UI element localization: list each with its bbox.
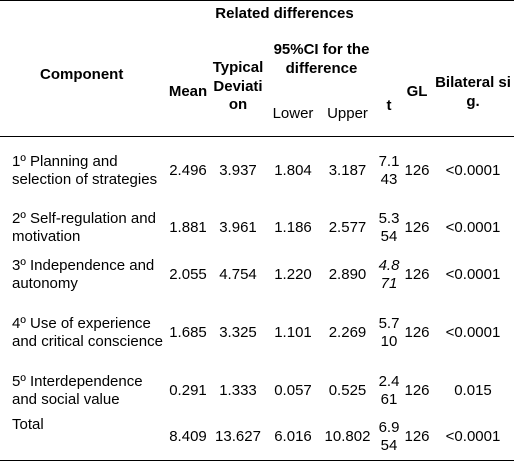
gl-cell: 126 [404,219,430,237]
bilateral-sig-header: Bilateral sig. [435,74,511,110]
component-header: Component [40,66,124,84]
sig-cell: <0.0001 [445,428,501,446]
sd-cell: 4.754 [219,266,257,284]
upper-cell: 3.187 [328,161,367,179]
mean-cell: 8.409 [169,428,207,446]
component-cell: 3º Independence and autonomy [12,257,155,293]
upper-cell: 2.269 [328,324,367,342]
lower-cell: 1.186 [274,219,312,237]
sd-cell: 3.325 [219,324,257,342]
component-cell: 1º Planning and selection of strategies [12,152,158,188]
gl-cell: 126 [404,324,430,342]
gl-header: GL [406,83,428,101]
typical-deviation-header: Typical Deviation [212,59,264,113]
component-cell: 4º Use of experience and critical consci… [12,314,163,351]
t-cell: 6.954 [378,418,400,455]
table-row: 3º Independence and autonomy 2.055 4.754… [0,252,514,299]
mean-cell: 1.685 [169,324,207,342]
table-row: Total 8.409 13.627 6.016 10.802 6.954 12… [0,414,514,461]
sig-cell: <0.0001 [445,324,501,342]
upper-cell: 0.525 [328,381,367,399]
sd-cell: 13.627 [215,428,261,446]
table-row: 2º Self-regulation and motivation 1.881 … [0,205,514,252]
sd-cell: 3.937 [219,161,257,179]
component-cell: Total [12,416,44,434]
component-cell: 2º Self-regulation and motivation [12,210,156,246]
upper-cell: 2.577 [328,219,367,237]
mean-cell: 2.055 [169,266,207,284]
related-differences-header: Related differences [215,5,354,23]
t-cell: 5.710 [378,314,400,351]
table-row: 1º Planning and selection of strategies … [0,137,514,205]
mean-cell: 1.881 [169,219,207,237]
lower-cell: 1.101 [274,324,312,342]
sd-cell: 3.961 [219,219,257,237]
t-cell: 4.871 [378,257,400,293]
table-row: 4º Use of experience and critical consci… [0,299,514,367]
upper-cell: 10.802 [324,428,371,446]
mean-header: Mean [168,82,208,100]
t-header: t [386,96,392,114]
sig-cell: <0.0001 [445,266,501,284]
gl-cell: 126 [404,381,430,399]
t-cell: 7.143 [378,152,400,188]
t-cell: 5.354 [378,210,400,246]
lower-cell: 1.804 [274,161,312,179]
sig-cell: <0.0001 [445,219,501,237]
gl-cell: 126 [404,428,430,446]
lower-cell: 6.016 [274,428,312,446]
t-cell: 2.461 [378,372,400,408]
upper-cell: 2.890 [328,266,367,284]
ci-header: 95%CI for the difference [273,41,370,77]
mean-cell: 2.496 [169,161,207,179]
gl-cell: 126 [404,266,430,284]
table-row: 5º Interdependence and social value 0.29… [0,367,514,414]
lower-header: Lower [272,104,314,122]
upper-header: Upper [327,104,368,122]
sig-cell: <0.0001 [445,161,501,179]
lower-cell: 0.057 [274,381,312,399]
mean-cell: 0.291 [169,381,207,399]
sig-cell: 0.015 [454,381,492,399]
gl-cell: 126 [404,161,430,179]
lower-cell: 1.220 [274,266,312,284]
component-cell: 5º Interdependence and social value [12,372,143,408]
sd-cell: 1.333 [219,381,257,399]
